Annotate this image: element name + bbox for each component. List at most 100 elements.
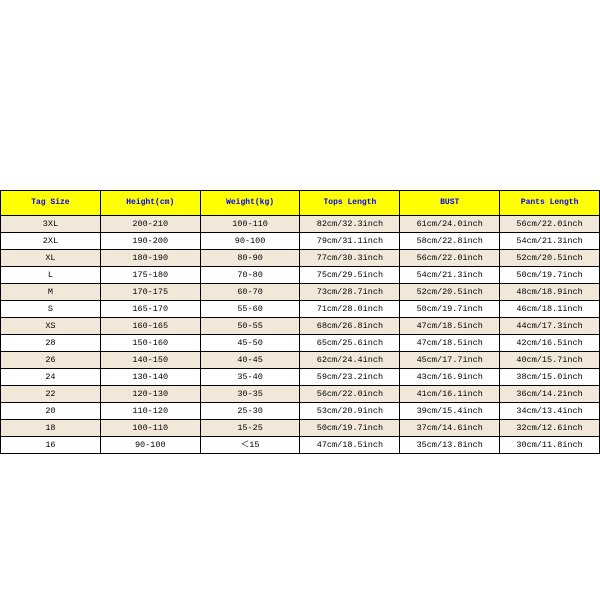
cell: 79cm/31.1inch (300, 233, 400, 250)
cell: 140-150 (100, 352, 200, 369)
cell: 180-190 (100, 250, 200, 267)
table-row: S165-17055-6071cm/28.0inch50cm/19.7inch4… (1, 301, 600, 318)
cell: 165-170 (100, 301, 200, 318)
cell: 32cm/12.6inch (500, 420, 600, 437)
cell: 3XL (1, 216, 101, 233)
cell: 2XL (1, 233, 101, 250)
cell: 28 (1, 335, 101, 352)
cell: 160-165 (100, 318, 200, 335)
table-body: 3XL200-210100-11082cm/32.3inch61cm/24.0i… (1, 216, 600, 454)
cell: 170-175 (100, 284, 200, 301)
table-row: 20110-12025-3053cm/20.9inch39cm/15.4inch… (1, 403, 600, 420)
cell: 53cm/20.9inch (300, 403, 400, 420)
cell: 100-110 (100, 420, 200, 437)
cell: 65cm/25.6inch (300, 335, 400, 352)
cell: 52cm/20.5inch (500, 250, 600, 267)
table-row: 3XL200-210100-11082cm/32.3inch61cm/24.0i… (1, 216, 600, 233)
cell: 47cm/18.5inch (300, 437, 400, 454)
cell: 130-140 (100, 369, 200, 386)
cell: 42cm/16.5inch (500, 335, 600, 352)
cell: 80-90 (200, 250, 300, 267)
cell: 20 (1, 403, 101, 420)
cell: 110-120 (100, 403, 200, 420)
size-table: Tag Size Height(cm) Weight(kg) Tops Leng… (0, 190, 600, 454)
cell: 24 (1, 369, 101, 386)
cell: 54cm/21.3inch (500, 233, 600, 250)
cell: 56cm/22.0inch (400, 250, 500, 267)
cell: 52cm/20.5inch (400, 284, 500, 301)
cell: 71cm/28.0inch (300, 301, 400, 318)
cell: XL (1, 250, 101, 267)
cell: 30cm/11.8inch (500, 437, 600, 454)
cell: 46cm/18.1inch (500, 301, 600, 318)
size-table-container: Tag Size Height(cm) Weight(kg) Tops Leng… (0, 190, 600, 454)
cell: 54cm/21.3inch (400, 267, 500, 284)
cell: M (1, 284, 101, 301)
table-row: 26140-15040-4562cm/24.4inch45cm/17.7inch… (1, 352, 600, 369)
cell: 18 (1, 420, 101, 437)
cell: 40-45 (200, 352, 300, 369)
cell: 41cm/16.1inch (400, 386, 500, 403)
cell: ＜15 (200, 437, 300, 454)
col-bust: BUST (400, 191, 500, 216)
cell: 59cm/23.2inch (300, 369, 400, 386)
cell: 48cm/18.9inch (500, 284, 600, 301)
cell: 90-100 (200, 233, 300, 250)
cell: 50cm/19.7inch (500, 267, 600, 284)
cell: 15-25 (200, 420, 300, 437)
col-tops-length: Tops Length (300, 191, 400, 216)
cell: 43cm/16.9inch (400, 369, 500, 386)
cell: 90-100 (100, 437, 200, 454)
table-row: XL180-19080-9077cm/30.3inch56cm/22.0inch… (1, 250, 600, 267)
cell: 45cm/17.7inch (400, 352, 500, 369)
cell: 25-30 (200, 403, 300, 420)
cell: 56cm/22.0inch (300, 386, 400, 403)
cell: 30-35 (200, 386, 300, 403)
cell: 55-60 (200, 301, 300, 318)
table-row: 24130-14035-4059cm/23.2inch43cm/16.9inch… (1, 369, 600, 386)
cell: 50cm/19.7inch (300, 420, 400, 437)
cell: 68cm/26.8inch (300, 318, 400, 335)
page: { "size_table": { "type": "table", "head… (0, 0, 600, 600)
cell: L (1, 267, 101, 284)
col-height: Height(cm) (100, 191, 200, 216)
cell: XS (1, 318, 101, 335)
cell: 77cm/30.3inch (300, 250, 400, 267)
table-row: 2XL190-20090-10079cm/31.1inch58cm/22.8in… (1, 233, 600, 250)
cell: 45-50 (200, 335, 300, 352)
table-row: M170-17560-7073cm/28.7inch52cm/20.5inch4… (1, 284, 600, 301)
cell: 62cm/24.4inch (300, 352, 400, 369)
table-row: 1690-100＜1547cm/18.5inch35cm/13.8inch30c… (1, 437, 600, 454)
table-row: L175-18070-8075cm/29.5inch54cm/21.3inch5… (1, 267, 600, 284)
cell: 58cm/22.8inch (400, 233, 500, 250)
cell: 100-110 (200, 216, 300, 233)
cell: 75cm/29.5inch (300, 267, 400, 284)
cell: 34cm/13.4inch (500, 403, 600, 420)
table-row: 18100-11015-2550cm/19.7inch37cm/14.6inch… (1, 420, 600, 437)
cell: 26 (1, 352, 101, 369)
table-row: 22120-13030-3556cm/22.0inch41cm/16.1inch… (1, 386, 600, 403)
table-row: XS160-16550-5568cm/26.8inch47cm/18.5inch… (1, 318, 600, 335)
cell: 16 (1, 437, 101, 454)
cell: 36cm/14.2inch (500, 386, 600, 403)
cell: 200-210 (100, 216, 200, 233)
cell: 50-55 (200, 318, 300, 335)
cell: 175-180 (100, 267, 200, 284)
cell: 120-130 (100, 386, 200, 403)
cell: 44cm/17.3inch (500, 318, 600, 335)
cell: 47cm/18.5inch (400, 335, 500, 352)
cell: 35-40 (200, 369, 300, 386)
cell: 39cm/15.4inch (400, 403, 500, 420)
cell: 73cm/28.7inch (300, 284, 400, 301)
col-tag-size: Tag Size (1, 191, 101, 216)
header-row: Tag Size Height(cm) Weight(kg) Tops Leng… (1, 191, 600, 216)
cell: 40cm/15.7inch (500, 352, 600, 369)
table-row: 28150-16045-5065cm/25.6inch47cm/18.5inch… (1, 335, 600, 352)
cell: 37cm/14.6inch (400, 420, 500, 437)
cell: 56cm/22.0inch (500, 216, 600, 233)
col-pants-length: Pants Length (500, 191, 600, 216)
cell: 35cm/13.8inch (400, 437, 500, 454)
cell: 60-70 (200, 284, 300, 301)
cell: 50cm/19.7inch (400, 301, 500, 318)
cell: 82cm/32.3inch (300, 216, 400, 233)
